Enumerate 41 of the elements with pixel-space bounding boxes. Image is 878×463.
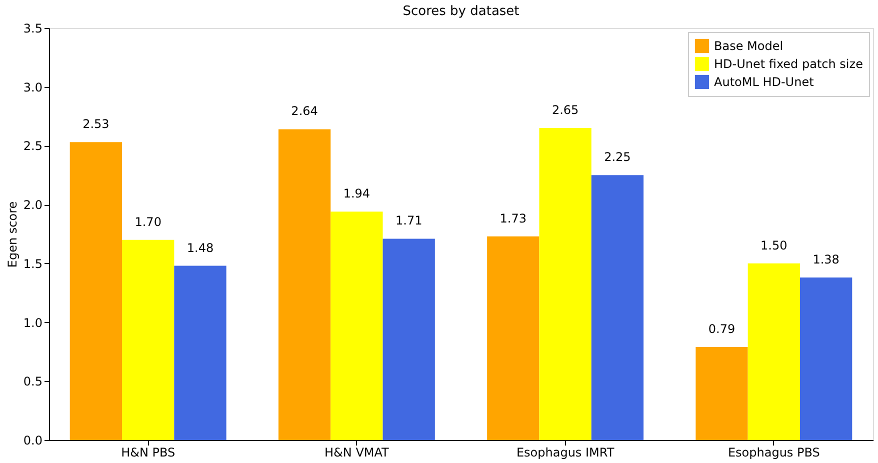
y-tick-label: 0.0: [23, 434, 42, 448]
text: 1.71: [395, 214, 422, 228]
y-tick-label: 1.5: [23, 256, 42, 271]
bar: [696, 347, 748, 440]
chart-title: Scores by dataset: [402, 4, 520, 19]
bar: [174, 266, 226, 440]
y-tick-label: 1.0: [23, 316, 42, 330]
text: 1.48: [186, 240, 214, 255]
x-tick-label: H&N PBS: [121, 446, 176, 460]
y-tick-label: 3.5: [23, 22, 42, 36]
text: 1.73: [500, 211, 527, 226]
text: 2.64: [291, 104, 318, 118]
y-tick-label: 2.5: [23, 139, 42, 154]
x-tick-label: H&N VMAT: [324, 446, 390, 460]
text: 1.38: [812, 252, 840, 267]
bar: [487, 236, 540, 440]
bar: [330, 212, 383, 440]
y-axis-title: Egen score: [5, 201, 20, 268]
legend-label: HD-Unet fixed patch size: [714, 57, 863, 71]
text: 2.25: [604, 150, 631, 164]
bar: [278, 129, 331, 440]
legend-label: AutoML HD-Unet: [714, 75, 814, 89]
text: 1.70: [134, 214, 162, 229]
y-tick-label: 3.0: [23, 80, 42, 94]
y-tick-label: 0.5: [23, 374, 42, 389]
text: 0.79: [708, 322, 736, 336]
bar: [382, 238, 435, 440]
text: 1.94: [343, 186, 370, 201]
bar: [539, 128, 592, 440]
x-tick-label: Esophagus PBS: [728, 446, 820, 460]
y-tick-label: 2.0: [23, 198, 42, 212]
legend-label: Base Model: [714, 39, 784, 53]
bar: [70, 142, 122, 440]
x-tick-label: Esophagus IMRT: [516, 446, 615, 460]
text: 2.65: [552, 103, 579, 118]
bar: [800, 278, 852, 440]
bar: [591, 175, 644, 440]
text: 1.50: [760, 238, 788, 252]
bar: [748, 263, 800, 440]
bar: [122, 240, 174, 440]
text: 2.53: [82, 117, 110, 132]
